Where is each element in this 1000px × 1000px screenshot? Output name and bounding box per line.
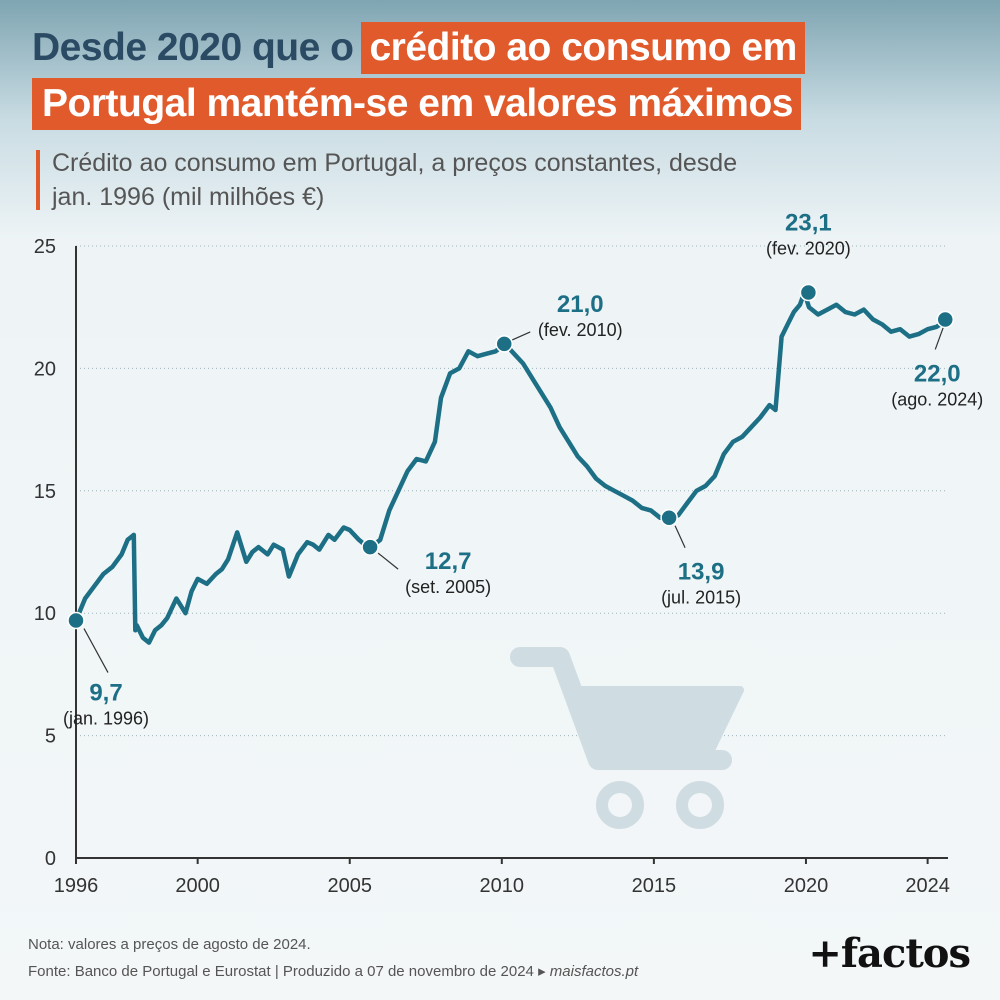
footer-site: maisfactos.pt xyxy=(549,963,639,980)
annotation-date: (jan. 1996) xyxy=(63,709,149,729)
x-tick-label: 2010 xyxy=(480,875,525,897)
title-plain: Desde 2020 que o xyxy=(32,26,354,69)
title-line-1: Desde 2020 que o crédito ao consumo em xyxy=(32,22,805,74)
y-tick-label: 20 xyxy=(34,358,56,380)
annotation-leader xyxy=(377,552,399,570)
shopping-cart-icon xyxy=(510,647,744,829)
x-tick-label: 2005 xyxy=(327,875,372,897)
x-tick-label: 2000 xyxy=(175,875,220,897)
annotation-leader xyxy=(512,331,531,341)
title-highlight-1: crédito ao consumo em xyxy=(361,22,805,74)
axis-ticks: 0 5 10 15 20 25 1996 2000 2005 2010 2015 2020 2024 xyxy=(34,236,950,897)
annotation-date: (set. 2005) xyxy=(405,577,491,597)
grid xyxy=(76,245,948,737)
line-chart: 0 5 10 15 20 25 1996 2000 2005 2010 2015 2020 2024 9… xyxy=(34,210,984,897)
annotation-value: 9,7 xyxy=(89,680,122,707)
annotation-date: (fev. 2010) xyxy=(538,320,623,340)
y-tick-label: 5 xyxy=(45,726,56,748)
annotations: 9,7(jan. 1996)12,7(set. 2005)21,0(fev. 2… xyxy=(63,210,983,729)
x-tick-label: 2024 xyxy=(905,875,950,897)
series-line xyxy=(73,290,951,645)
subtitle-accent-bar xyxy=(36,150,40,210)
x-tick-label: 2015 xyxy=(632,875,677,897)
x-tick-label: 2020 xyxy=(784,875,829,897)
annotation-date: (ago. 2024) xyxy=(891,389,983,409)
footer-source-text: Fonte: Banco de Portugal e Eurostat | Pr… xyxy=(28,963,546,980)
title-line-2: Portugal mantém-se em valores máximos xyxy=(32,78,801,130)
annotation-point xyxy=(361,538,379,556)
footer-note: Nota: valores a preços de agosto de 2024… xyxy=(28,936,311,953)
annotation-value: 12,7 xyxy=(425,548,472,575)
annotation-value: 13,9 xyxy=(678,559,725,586)
annotation-point xyxy=(495,335,513,353)
chart-subtitle: Crédito ao consumo em Portugal, a preços… xyxy=(52,149,738,211)
y-tick-label: 0 xyxy=(45,848,56,870)
annotation-value: 23,1 xyxy=(785,210,832,237)
y-tick-label: 10 xyxy=(34,603,56,625)
y-tick-label: 25 xyxy=(34,236,56,258)
y-tick-label: 15 xyxy=(34,481,56,503)
annotation-leader xyxy=(83,628,109,673)
x-tick-label: 1996 xyxy=(54,875,99,897)
annotation-date: (fev. 2020) xyxy=(766,239,851,259)
annotation-value: 22,0 xyxy=(914,360,961,387)
title-highlight-2: Portugal mantém-se em valores máximos xyxy=(32,78,801,130)
annotation-value: 21,0 xyxy=(557,291,604,318)
annotation-date: (jul. 2015) xyxy=(661,588,741,608)
footer-source: Fonte: Banco de Portugal e Eurostat | Pr… xyxy=(28,962,638,980)
annotation-point xyxy=(799,283,818,302)
annotation-point xyxy=(936,310,955,329)
annotation-point xyxy=(660,508,678,527)
annotation-leader xyxy=(934,327,944,350)
annotation-point xyxy=(67,611,85,630)
annotation-leader xyxy=(674,525,686,548)
brand-logo: +factos xyxy=(808,930,971,977)
